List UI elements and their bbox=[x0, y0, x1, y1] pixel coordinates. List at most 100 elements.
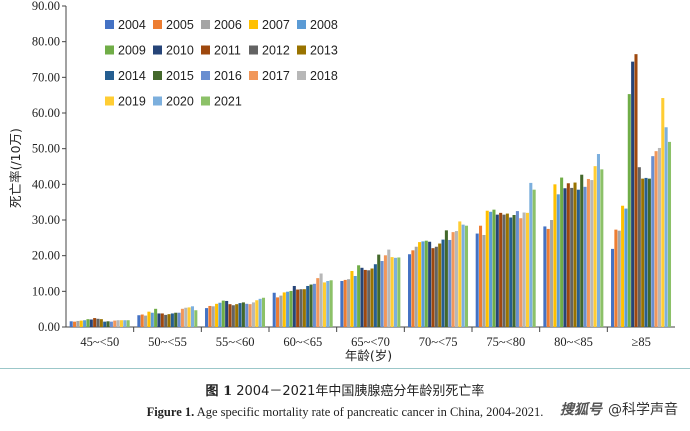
bar-2006-4 bbox=[347, 279, 351, 327]
bar-2018-2 bbox=[251, 302, 255, 327]
bar-2016-1 bbox=[177, 312, 181, 327]
x-tick-label: 70~<75 bbox=[419, 335, 458, 349]
y-tick-label: 20.00 bbox=[32, 249, 60, 263]
bar-2019-5 bbox=[458, 221, 462, 327]
legend-swatch-2017 bbox=[249, 71, 258, 80]
bar-2021-8 bbox=[667, 141, 672, 327]
y-tick-label: 0.00 bbox=[38, 320, 60, 334]
legend-label-2021: 2021 bbox=[214, 95, 242, 109]
bar-2015-7 bbox=[580, 174, 584, 327]
legend-swatch-2011 bbox=[201, 45, 210, 55]
bar-2014-2 bbox=[238, 303, 242, 327]
bar-2005-2 bbox=[208, 305, 212, 327]
bar-2020-5 bbox=[461, 224, 465, 327]
legend-swatch-2004 bbox=[105, 20, 114, 29]
bar-2017-7 bbox=[586, 178, 590, 327]
legend-label-2006: 2006 bbox=[214, 18, 242, 32]
bar-2014-7 bbox=[576, 189, 580, 327]
figure-caption-chinese: 图 1 2004－2021年中国胰腺癌分年龄别死亡率 bbox=[0, 380, 690, 399]
bar-2021-4 bbox=[397, 257, 401, 327]
bar-2014-1 bbox=[170, 313, 174, 327]
x-tick-label: 75~<80 bbox=[486, 335, 525, 349]
bar-2010-1 bbox=[157, 313, 161, 327]
bar-2019-3 bbox=[322, 282, 326, 327]
legend-swatch-2014 bbox=[105, 71, 114, 80]
bar-2014-5 bbox=[441, 239, 445, 327]
bar-2014-4 bbox=[373, 264, 377, 327]
bar-2016-0 bbox=[109, 321, 113, 327]
bar-2018-7 bbox=[590, 180, 594, 327]
bar-2011-3 bbox=[296, 289, 300, 327]
bar-2008-0 bbox=[83, 320, 87, 327]
bar-2018-8 bbox=[657, 147, 661, 327]
bar-2020-0 bbox=[123, 320, 127, 327]
bar-2013-7 bbox=[573, 182, 577, 327]
x-tick-label: ≥85 bbox=[631, 335, 650, 349]
legend-swatch-2015 bbox=[153, 71, 162, 80]
x-tick-label: 55~<60 bbox=[216, 335, 255, 349]
bar-2012-5 bbox=[434, 246, 438, 327]
bar-2017-2 bbox=[248, 304, 252, 327]
bar-2006-1 bbox=[144, 315, 148, 327]
bar-2008-4 bbox=[353, 275, 357, 327]
x-tick-label: 80~<85 bbox=[554, 335, 593, 349]
bar-2015-6 bbox=[512, 215, 516, 327]
bar-2018-6 bbox=[522, 212, 526, 327]
bar-2014-6 bbox=[509, 217, 513, 327]
bar-2009-3 bbox=[289, 290, 293, 327]
bar-2010-4 bbox=[360, 267, 364, 327]
bar-2018-5 bbox=[454, 231, 458, 327]
bar-2009-6 bbox=[492, 209, 496, 327]
legend-swatch-2010 bbox=[153, 45, 162, 55]
bar-2009-7 bbox=[560, 177, 564, 327]
bar-2011-4 bbox=[363, 269, 367, 327]
bar-2007-5 bbox=[418, 242, 422, 327]
bar-2016-3 bbox=[312, 283, 316, 327]
y-tick-label: 60.00 bbox=[32, 106, 60, 120]
legend-label-2017: 2017 bbox=[262, 69, 290, 83]
bar-2012-0 bbox=[96, 318, 100, 327]
bar-2005-7 bbox=[546, 228, 550, 327]
bar-2005-6 bbox=[479, 225, 483, 327]
bar-2015-2 bbox=[241, 302, 245, 327]
bar-2004-3 bbox=[272, 292, 276, 327]
bar-2007-0 bbox=[79, 320, 83, 327]
bar-2018-3 bbox=[319, 273, 323, 327]
bar-2008-6 bbox=[489, 211, 493, 327]
legend-label-2013: 2013 bbox=[310, 44, 338, 58]
bar-2017-0 bbox=[113, 320, 117, 327]
bar-2019-0 bbox=[119, 320, 123, 327]
bar-2009-0 bbox=[86, 319, 90, 327]
legend-swatch-2020 bbox=[153, 96, 162, 106]
bar-2013-5 bbox=[438, 243, 442, 327]
legend-label-2016: 2016 bbox=[214, 69, 242, 83]
y-tick-label: 90.00 bbox=[32, 0, 60, 13]
legend-label-2018: 2018 bbox=[310, 69, 338, 83]
bar-2020-7 bbox=[596, 154, 600, 327]
bar-2006-7 bbox=[550, 220, 554, 327]
legend-label-2015: 2015 bbox=[166, 69, 194, 83]
bar-2004-8 bbox=[611, 248, 615, 327]
bar-2013-3 bbox=[302, 289, 306, 327]
figure-caption-english: Figure 1. Age specific mortality rate of… bbox=[0, 405, 690, 420]
bar-2019-2 bbox=[255, 300, 259, 327]
bar-2004-1 bbox=[137, 315, 141, 327]
bar-2013-8 bbox=[641, 178, 645, 327]
bar-2008-5 bbox=[421, 241, 425, 327]
bar-2011-0 bbox=[93, 318, 97, 327]
bar-2021-1 bbox=[194, 310, 198, 327]
bar-2016-6 bbox=[515, 211, 519, 327]
legend-label-2011: 2011 bbox=[214, 44, 241, 58]
bar-2021-5 bbox=[464, 225, 469, 327]
bar-2016-2 bbox=[245, 303, 249, 327]
legend-label-2004: 2004 bbox=[118, 18, 146, 32]
bar-2013-4 bbox=[370, 268, 374, 327]
bar-2008-2 bbox=[218, 302, 222, 327]
bar-2017-4 bbox=[383, 255, 387, 327]
bar-2021-2 bbox=[261, 297, 266, 327]
bar-2004-4 bbox=[340, 280, 344, 327]
bar-2010-7 bbox=[563, 188, 567, 327]
bar-2013-0 bbox=[99, 319, 103, 327]
bar-2019-8 bbox=[661, 98, 665, 328]
bar-2019-1 bbox=[187, 307, 191, 327]
